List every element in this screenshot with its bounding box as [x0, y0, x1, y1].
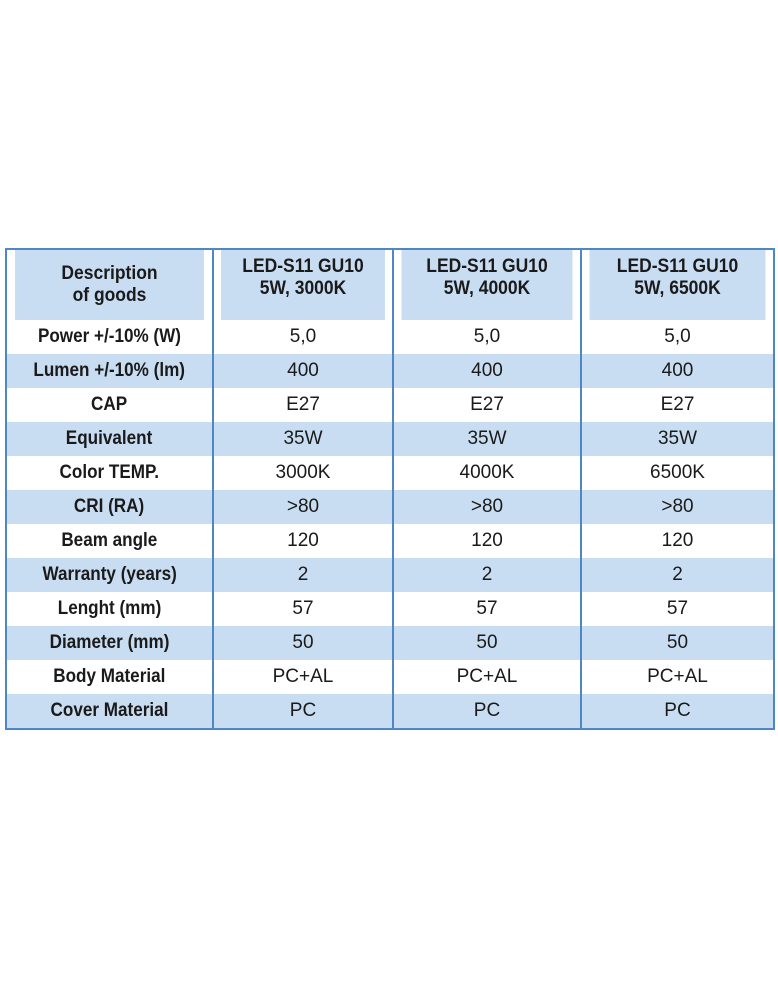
row-label: Lenght (mm)	[5, 592, 214, 626]
row-label: Warranty (years)	[5, 558, 214, 592]
table-row: Cover Material PC PC PC	[5, 694, 775, 729]
cell-value: E27	[392, 388, 582, 422]
header-model-4000k: LED-S11 GU10 5W, 4000K	[399, 249, 575, 320]
cell-value: 400	[392, 354, 582, 388]
cell-value: 2	[212, 558, 394, 592]
table-row: Warranty (years) 2 2 2	[5, 558, 775, 592]
cell-value: PC	[212, 694, 394, 729]
row-label: CRI (RA)	[5, 490, 214, 524]
header-description-line2: of goods	[72, 285, 147, 306]
cell-value: PC+AL	[580, 660, 775, 694]
cell-value: >80	[580, 490, 775, 524]
header-model-spec: 5W, 6500K	[634, 278, 721, 299]
cell-value: 57	[580, 592, 775, 626]
spec-table: Description of goods LED-S11 GU10 5W, 30…	[5, 248, 775, 730]
cell-value: E27	[212, 388, 394, 422]
cell-value: 3000K	[212, 456, 394, 490]
header-model-6500k: LED-S11 GU10 5W, 6500K	[587, 249, 768, 320]
cell-value: 50	[212, 626, 394, 660]
cell-value: 5,0	[212, 320, 394, 354]
cell-value: 35W	[580, 422, 775, 456]
header-model-name: LED-S11 GU10	[616, 256, 739, 277]
cell-value: PC	[580, 694, 775, 729]
cell-value: PC	[392, 694, 582, 729]
row-label: CAP	[5, 388, 214, 422]
row-label: Cover Material	[5, 694, 214, 729]
cell-value: E27	[580, 388, 775, 422]
row-label: Body Material	[5, 660, 214, 694]
cell-value: PC+AL	[392, 660, 582, 694]
cell-value: 400	[212, 354, 394, 388]
row-label: Diameter (mm)	[5, 626, 214, 660]
table-row: Lenght (mm) 57 57 57	[5, 592, 775, 626]
table-row: Lumen +/-10% (lm) 400 400 400	[5, 354, 775, 388]
table-row: Power +/-10% (W) 5,0 5,0 5,0	[5, 320, 775, 354]
cell-value: 2	[392, 558, 582, 592]
cell-value: 120	[212, 524, 394, 558]
cell-value: 50	[580, 626, 775, 660]
cell-value: 50	[392, 626, 582, 660]
header-description-line1: Description	[61, 263, 158, 284]
cell-value: 57	[212, 592, 394, 626]
row-label: Lumen +/-10% (lm)	[5, 354, 214, 388]
cell-value: 4000K	[392, 456, 582, 490]
table-row: CAP E27 E27 E27	[5, 388, 775, 422]
cell-value: >80	[212, 490, 394, 524]
row-label: Beam angle	[5, 524, 214, 558]
table-row: Beam angle 120 120 120	[5, 524, 775, 558]
header-model-spec: 5W, 4000K	[443, 278, 531, 299]
cell-value: 35W	[212, 422, 394, 456]
cell-value: 57	[392, 592, 582, 626]
header-model-spec: 5W, 3000K	[259, 278, 347, 299]
row-label: Color TEMP.	[5, 456, 214, 490]
cell-value: 2	[580, 558, 775, 592]
row-label: Power +/-10% (W)	[5, 320, 214, 354]
cell-value: 6500K	[580, 456, 775, 490]
table-row: Color TEMP. 3000K 4000K 6500K	[5, 456, 775, 490]
table-row: CRI (RA) >80 >80 >80	[5, 490, 775, 524]
header-model-3000k: LED-S11 GU10 5W, 3000K	[219, 249, 387, 320]
cell-value: PC+AL	[212, 660, 394, 694]
cell-value: 5,0	[580, 320, 775, 354]
table-row: Diameter (mm) 50 50 50	[5, 626, 775, 660]
table-header-row: Description of goods LED-S11 GU10 5W, 30…	[6, 249, 774, 320]
header-description: Description of goods	[13, 249, 206, 320]
cell-value: 400	[580, 354, 775, 388]
cell-value: 35W	[392, 422, 582, 456]
row-label: Equivalent	[5, 422, 214, 456]
header-model-name: LED-S11 GU10	[426, 256, 548, 277]
table-row: Equivalent 35W 35W 35W	[5, 422, 775, 456]
cell-value: >80	[392, 490, 582, 524]
cell-value: 5,0	[392, 320, 582, 354]
cell-value: 120	[580, 524, 775, 558]
header-model-name: LED-S11 GU10	[242, 256, 364, 277]
cell-value: 120	[392, 524, 582, 558]
table-row: Body Material PC+AL PC+AL PC+AL	[5, 660, 775, 694]
